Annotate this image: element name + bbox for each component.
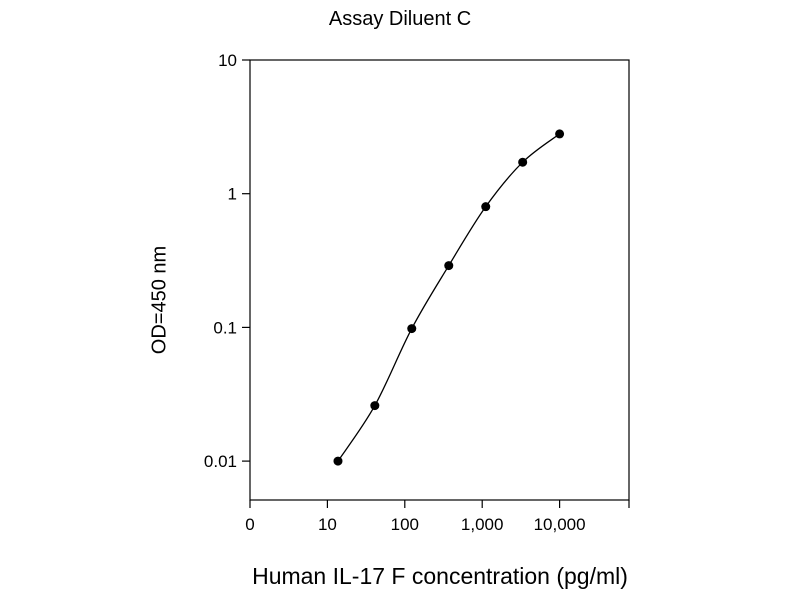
data-point <box>333 456 343 466</box>
series-line <box>337 133 560 462</box>
y-axis-label: OD=450 nm <box>148 245 171 355</box>
data-point <box>370 401 380 411</box>
y-tick-label: 10 <box>218 51 237 70</box>
chart-title: Assay Diluent C <box>328 8 472 30</box>
plot-frame <box>249 59 630 501</box>
y-tick-label: 1 <box>228 185 237 204</box>
data-point <box>481 202 491 212</box>
x-tick-label: 1,000 <box>461 515 504 534</box>
x-tick-label: 0 <box>245 515 254 534</box>
y-tick-label: 0.1 <box>213 318 237 337</box>
data-point <box>555 129 565 139</box>
data-point <box>407 324 417 334</box>
x-tick-label: 10,000 <box>534 515 586 534</box>
x-tick-label: 100 <box>391 515 419 534</box>
data-point <box>444 261 454 271</box>
y-tick-label: 0.01 <box>204 452 237 471</box>
data-point <box>518 157 528 167</box>
x-tick-label: 10 <box>318 515 337 534</box>
x-axis-label: Human IL-17 F concentration (pg/ml) <box>252 563 628 589</box>
